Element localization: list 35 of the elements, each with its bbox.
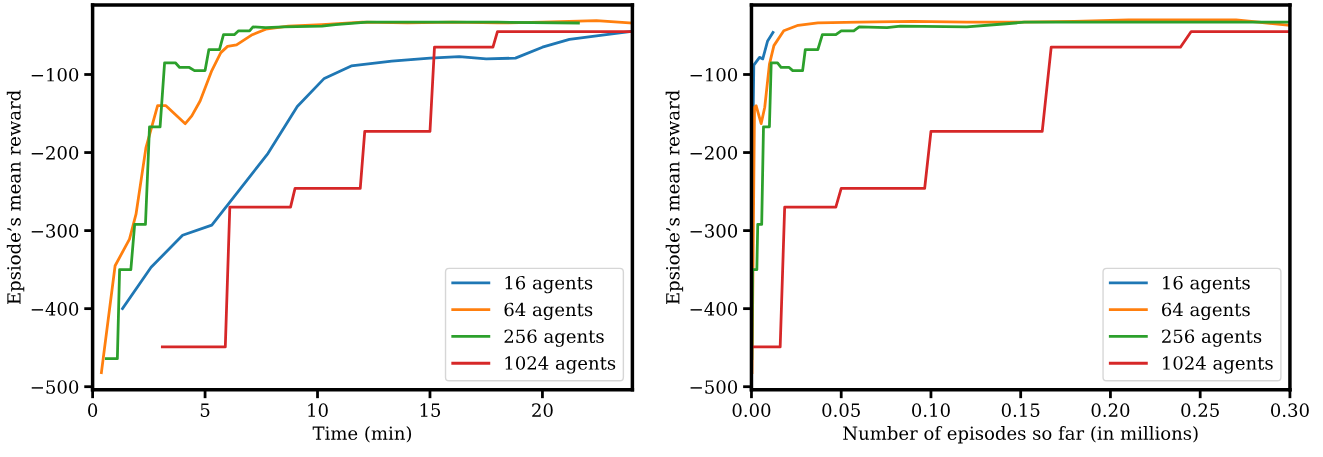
x-axis-title: Time (min)	[312, 426, 412, 443]
legend-label: 64 agents	[1162, 302, 1250, 321]
y-tick-label: −500	[690, 380, 738, 394]
y-tick-label: −300	[690, 224, 738, 238]
legend-label: 16 agents	[505, 275, 593, 294]
x-tick-label: 0.25	[1181, 403, 1219, 417]
y-tick-label: −100	[31, 67, 79, 82]
y-tick-label: −200	[690, 146, 738, 160]
y-tick-label: −100	[690, 67, 738, 82]
legend-label: 1024 agents	[1163, 356, 1273, 374]
legend-label: 256 agents	[504, 329, 604, 347]
y-tick-label: −200	[31, 146, 79, 160]
x-axis-title: Number of episodes so far (in millions)	[843, 426, 1198, 444]
x-tick-label: 15	[420, 403, 441, 417]
x-tick-label: 0.15	[1001, 403, 1040, 417]
x-tick-label: 0.00	[732, 403, 771, 417]
y-tick-label: −400	[690, 302, 738, 316]
legend-label: 64 agents	[504, 302, 593, 321]
y-axis-title: Epsiode’s mean reward	[665, 90, 684, 305]
x-tick-label: 10	[308, 403, 328, 417]
x-tick-label: 0.20	[1091, 403, 1130, 417]
x-tick-label: 0.05	[822, 403, 860, 417]
x-tick-label: 5	[200, 403, 210, 417]
legend-label: 256 agents	[1162, 329, 1262, 347]
legend-label: 1024 agents	[505, 356, 616, 374]
y-tick-label: −400	[31, 302, 79, 316]
line-series	[160, 30, 632, 349]
legend-label: 16 agents	[1163, 275, 1250, 294]
x-tick-label: 0.30	[1271, 403, 1309, 417]
y-tick-label: −500	[31, 380, 79, 394]
x-tick-label: 20	[532, 403, 553, 417]
x-tick-label: 0.10	[912, 403, 950, 417]
x-tick-label: 0	[88, 403, 98, 417]
y-axis-title: Epsiode’s mean reward	[6, 90, 25, 305]
y-tick-label: −300	[31, 224, 79, 238]
